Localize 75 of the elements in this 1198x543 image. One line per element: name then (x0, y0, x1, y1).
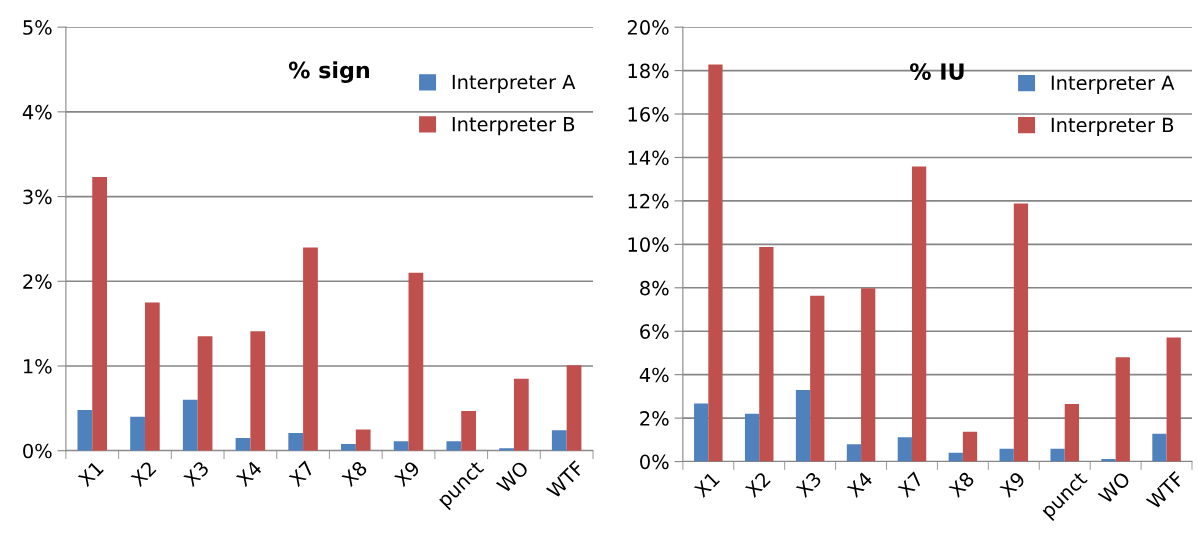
x-tick-label: X7 (897, 471, 924, 499)
y-tick-label: 3% (23, 189, 52, 205)
x-tick-label: X8 (947, 471, 976, 499)
x-tick-label: WO (495, 460, 530, 494)
y-tick-label: 1% (23, 358, 52, 374)
x-tick-label: X4 (846, 471, 874, 499)
bar (1050, 448, 1065, 462)
x-tick-label: X3 (182, 460, 210, 488)
bar (393, 441, 409, 451)
y-tick-label: 0% (640, 454, 669, 470)
x-tick-label: X8 (340, 460, 368, 488)
bar (130, 416, 145, 451)
bar (759, 246, 774, 462)
bar (810, 295, 825, 462)
bar (1064, 403, 1079, 462)
y-tick-label: 8% (640, 280, 669, 296)
y-tick-label: 4% (639, 367, 669, 383)
y-tick-label: 4% (22, 104, 52, 120)
bar (999, 448, 1014, 462)
bar (694, 403, 709, 462)
legend-label: Interpreter B (452, 117, 575, 136)
bar (182, 399, 198, 451)
text: % sign (288, 61, 369, 83)
bar (461, 410, 476, 451)
bar (861, 288, 876, 462)
bar (744, 413, 760, 462)
bar (1152, 433, 1167, 462)
y-tick-label: 14% (628, 150, 669, 166)
y-tick-label: 10% (628, 237, 669, 253)
bar (795, 390, 811, 462)
legend-label: Interpreter B (1051, 117, 1174, 137)
bar (303, 247, 318, 451)
bar (288, 432, 304, 451)
bar (355, 429, 371, 451)
x-tick-label: X9 (393, 460, 421, 488)
x-tick-label: X2 (129, 460, 157, 488)
bar (846, 444, 862, 462)
bar (513, 378, 529, 451)
bar (1115, 357, 1130, 462)
bar (446, 441, 462, 451)
y-tick-label: 0% (23, 443, 52, 459)
y-tick-label: 16% (628, 106, 669, 122)
x-tick-label: X3 (795, 471, 823, 499)
bar (250, 331, 266, 451)
bar (92, 177, 108, 451)
bar (77, 410, 93, 451)
x-tick-label: X1 (693, 471, 720, 499)
bar (566, 365, 582, 451)
y-tick-label: 20% (627, 20, 669, 35)
y-tick-label: 5% (23, 20, 52, 35)
bar (911, 166, 927, 462)
legend-label: Interpreter A (452, 74, 576, 94)
x-tick-label: X1 (77, 460, 104, 488)
x-tick-label: WO (1097, 470, 1132, 505)
bar (551, 430, 567, 451)
y-tick-label: 6% (640, 324, 669, 339)
bar (408, 272, 424, 451)
bar (1166, 337, 1181, 462)
x-tick-label: X2 (744, 471, 771, 499)
x-tick-label: X7 (288, 460, 315, 488)
bar (197, 336, 213, 451)
y-tick-label: 12% (628, 193, 669, 209)
bar (897, 437, 912, 462)
bar (341, 443, 356, 451)
y-tick-label: 18% (628, 63, 669, 79)
bar (1013, 203, 1029, 462)
x-tick-label: X9 (998, 471, 1026, 499)
text: % IU (909, 63, 964, 80)
bar (144, 302, 160, 451)
y-tick-label: 2% (640, 411, 669, 426)
bar (708, 64, 723, 462)
y-tick-label: 2% (23, 274, 52, 289)
x-tick-label: X4 (235, 460, 263, 488)
legend-label: Interpreter A (1051, 75, 1175, 94)
bar (962, 431, 978, 462)
